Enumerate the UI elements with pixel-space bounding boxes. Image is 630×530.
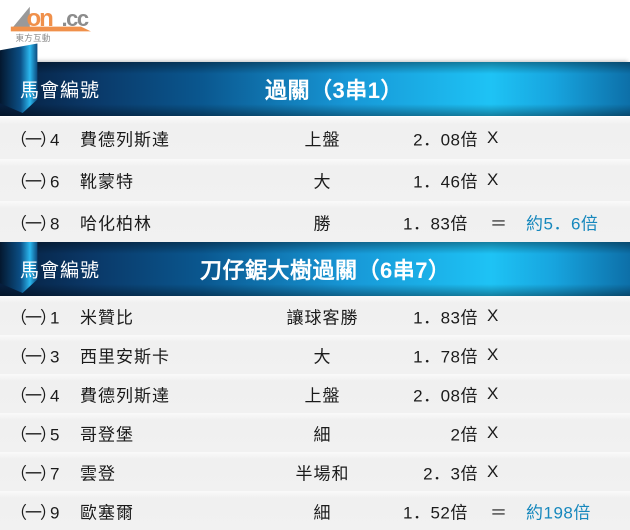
svg-text:東方互動: 東方互動 — [16, 33, 51, 43]
